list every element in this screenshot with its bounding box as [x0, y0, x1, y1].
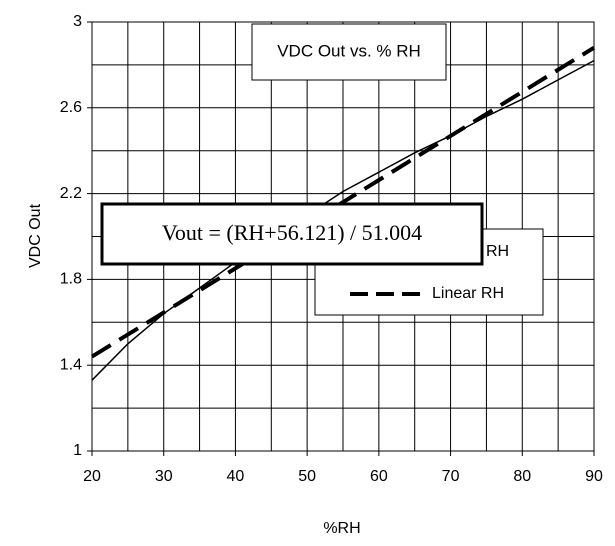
- x-tick-label: 90: [585, 468, 603, 485]
- chart-title: VDC Out vs. % RH: [277, 41, 421, 60]
- y-axis-ticks: 1 1.4 1.8 2.2 2.6 3: [60, 13, 92, 459]
- chart-title-box: VDC Out vs. % RH: [251, 23, 447, 81]
- x-axis-ticks: 20 30 40 50 60 70 80 90: [83, 451, 603, 485]
- x-tick-label: 60: [370, 468, 388, 485]
- y-tick-label: 2.6: [60, 99, 82, 116]
- series-line-linear-rh: [90, 45, 596, 359]
- equation-text: Vout = (RH+56.121) / 51.004: [162, 220, 422, 245]
- x-tick-label: 50: [298, 468, 316, 485]
- y-tick-label: 1.4: [60, 356, 82, 373]
- equation-frame: [100, 202, 484, 266]
- equation-annotation: Vout = (RH+56.121) / 51.004: [100, 202, 484, 266]
- legend-label-rh: RH: [486, 243, 509, 260]
- y-tick-label: 1.8: [60, 271, 82, 288]
- x-tick-label: 70: [442, 468, 460, 485]
- x-tick-label: 80: [513, 468, 531, 485]
- y-axis-title: VDC Out: [27, 203, 44, 268]
- legend-label-linear-rh: Linear RH: [432, 285, 504, 302]
- y-tick-label: 2.2: [60, 185, 82, 202]
- y-tick-label: 3: [73, 13, 82, 30]
- x-axis-title: %RH: [323, 520, 360, 537]
- x-tick-label: 30: [155, 468, 173, 485]
- x-tick-label: 40: [227, 468, 245, 485]
- series-layer: [90, 45, 596, 381]
- title-frame: [251, 23, 447, 81]
- x-tick-label: 20: [83, 468, 101, 485]
- plot-area-frame: [91, 21, 595, 452]
- y-tick-label: 1: [73, 442, 82, 459]
